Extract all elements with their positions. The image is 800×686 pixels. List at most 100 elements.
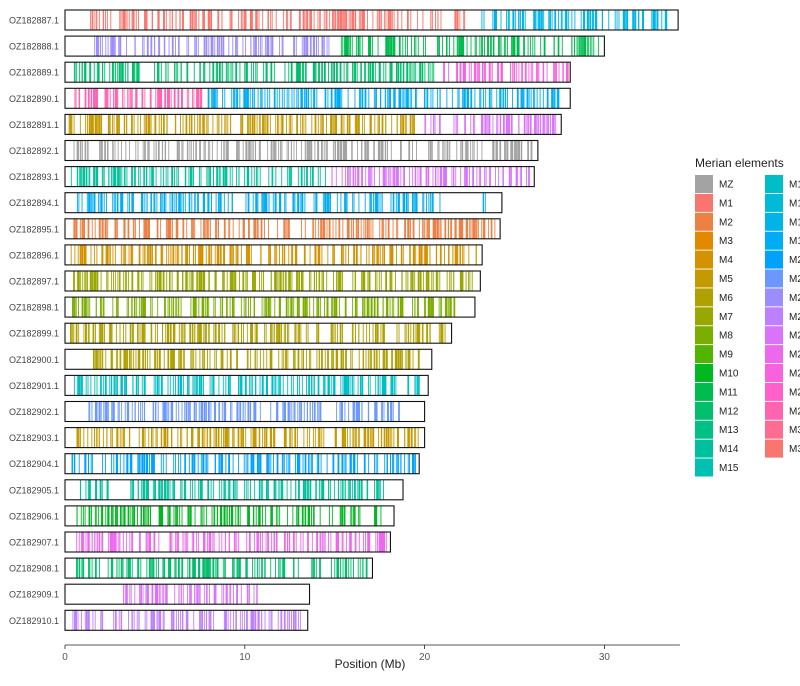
feature-line [75, 218, 77, 239]
feature-line [193, 62, 195, 83]
feature-line [304, 218, 306, 239]
feature-line [199, 62, 201, 83]
feature-line [357, 479, 359, 500]
feature-line [391, 10, 393, 30]
feature-line [314, 427, 316, 448]
feature-line [481, 140, 483, 161]
feature-line [99, 192, 101, 213]
feature-line [161, 244, 163, 265]
feature-line [201, 505, 203, 526]
feature-line [187, 375, 188, 396]
legend-swatch [695, 212, 713, 231]
feature-line [192, 323, 194, 344]
feature-line [141, 375, 143, 396]
feature-line [371, 427, 373, 448]
feature-line [95, 505, 97, 526]
feature-line [175, 244, 177, 265]
feature-line [381, 401, 383, 422]
feature-line [390, 375, 392, 396]
merian-segment-m12 [76, 558, 368, 579]
feature-line [461, 140, 463, 161]
feature-line [90, 271, 92, 291]
feature-line [421, 62, 423, 83]
feature-line [77, 244, 79, 265]
feature-line [353, 427, 355, 448]
feature-line [175, 375, 176, 396]
feature-line [93, 349, 95, 370]
feature-line [204, 401, 206, 422]
feature-line [375, 88, 377, 109]
feature-line [318, 479, 320, 500]
feature-line [190, 584, 192, 605]
feature-line [110, 349, 112, 370]
feature-line [355, 166, 356, 187]
feature-line [530, 62, 532, 83]
feature-line [93, 271, 95, 291]
feature-line [354, 532, 356, 552]
feature-line [339, 140, 341, 161]
feature-line [132, 505, 134, 526]
feature-line [313, 218, 315, 239]
feature-line [327, 244, 329, 265]
feature-line [79, 375, 80, 396]
feature-line [123, 453, 125, 474]
feature-line [102, 610, 103, 631]
feature-line [266, 62, 268, 83]
feature-line [251, 375, 253, 396]
feature-line [300, 532, 302, 552]
feature-line [106, 479, 109, 500]
merian-segment-m12 [73, 62, 435, 83]
feature-line [142, 584, 144, 605]
feature-line [117, 453, 118, 474]
feature-line [344, 140, 347, 161]
chromosome-track [64, 400, 426, 423]
feature-line [347, 62, 349, 83]
feature-line [392, 453, 394, 474]
feature-line [519, 166, 521, 187]
feature-line [166, 427, 169, 448]
feature-line [121, 610, 123, 631]
feature-line [185, 244, 187, 265]
feature-line [298, 297, 300, 318]
feature-line [342, 218, 344, 239]
feature-line [360, 479, 363, 500]
feature-line [105, 36, 107, 57]
feature-line [175, 36, 177, 57]
feature-line [79, 114, 81, 135]
feature-line [129, 140, 130, 161]
feature-line [225, 166, 227, 187]
feature-line [111, 505, 112, 526]
feature-line [222, 62, 224, 83]
feature-line [146, 192, 148, 213]
feature-line [221, 479, 223, 500]
feature-line [279, 505, 281, 526]
feature-line [390, 271, 392, 291]
feature-line [73, 218, 75, 239]
feature-line [175, 453, 177, 474]
feature-line [259, 401, 261, 422]
feature-line [336, 401, 338, 422]
feature-line [360, 375, 361, 396]
feature-line [300, 114, 302, 135]
feature-line [558, 36, 560, 57]
feature-line [296, 323, 298, 344]
feature-line [115, 532, 116, 552]
feature-line [359, 505, 361, 526]
feature-line [462, 271, 464, 291]
feature-line [509, 62, 511, 83]
feature-line [73, 271, 74, 291]
feature-line [272, 166, 274, 187]
feature-line [248, 297, 249, 318]
feature-line [236, 36, 238, 57]
feature-line [388, 10, 390, 30]
feature-line [113, 62, 115, 83]
feature-line [155, 88, 157, 109]
feature-line [244, 375, 246, 396]
feature-line [315, 192, 317, 213]
feature-line [296, 505, 298, 526]
feature-line [175, 610, 177, 631]
feature-line [614, 10, 616, 30]
feature-line [432, 192, 434, 213]
feature-line [149, 218, 150, 239]
feature-line [473, 62, 476, 83]
